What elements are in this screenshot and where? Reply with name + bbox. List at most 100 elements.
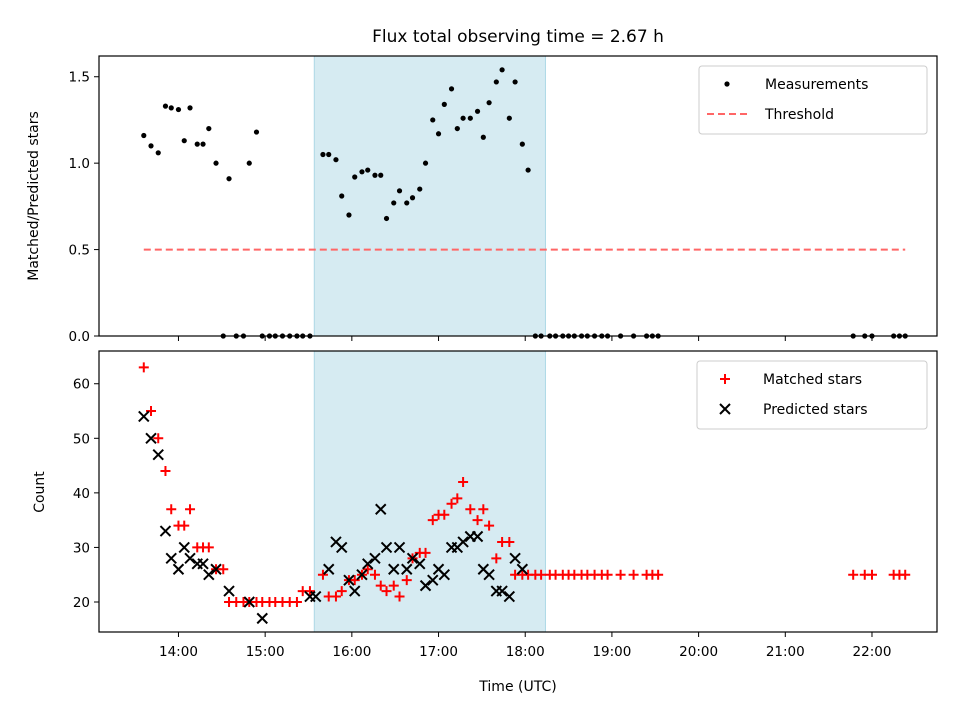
top-series-measurements-point-35: [378, 172, 384, 178]
bottom-series-matched-stars-point-53: [491, 553, 502, 564]
bottom-series-predicted-stars-point-19: [336, 541, 348, 554]
top-panel: 0.0 0.5 1.0 1.5 Measurements Threshold: [69, 55, 938, 345]
bottom-series-predicted-stars-point-1: [145, 432, 157, 445]
top-series-measurements-point-52: [486, 100, 492, 106]
bottom-series-matched-stars-point-71: [615, 569, 626, 580]
top-series-measurements-point-49: [467, 115, 473, 121]
bottom-series-matched-stars-point-29: [336, 586, 347, 597]
bottom-series-matched-stars-point-25: [304, 586, 315, 597]
top-axes-frame: [98, 55, 938, 337]
bottom-legend-label-0: Matched stars: [763, 372, 862, 388]
top-series-measurements-point-39: [404, 200, 410, 206]
bottom-series-predicted-stars-point-47: [516, 563, 529, 575]
top-series-measurements-point-11: [213, 160, 219, 166]
top-series-measurements-point-3: [162, 103, 169, 109]
bottom-series-predicted-stars-point-32: [419, 579, 432, 592]
top-series-measurements-point-55: [506, 115, 512, 121]
bottom-series-matched-stars-point-78: [866, 569, 877, 580]
top-series-measurements-point-31: [352, 174, 358, 180]
bottom-legend-marker-0: [720, 374, 730, 384]
top-series-measurements-point-28: [333, 157, 339, 163]
top-ytick-label-2: 1.0: [69, 156, 90, 172]
bottom-series-predicted-stars-point-27: [388, 563, 400, 575]
bottom-series-predicted-stars-point-25: [375, 503, 387, 515]
bottom-axes-frame: [98, 350, 938, 633]
bottom-series-matched-stars-point-31: [349, 575, 360, 586]
bottom-series-matched-stars-point-23: [291, 596, 302, 607]
top-series-measurements-point-30: [346, 212, 352, 218]
bottom-series-matched-stars-point-6: [179, 520, 190, 531]
top-legend-marker-0: [724, 81, 730, 87]
bottom-series-predicted-stars-point-5: [172, 563, 185, 575]
top-series-measurements-point-36: [383, 215, 390, 222]
bottom-series-matched-stars-point-7: [185, 504, 196, 515]
top-series-measurements-point-56: [512, 79, 518, 85]
top-series-measurements-point-27: [326, 151, 332, 158]
bottom-series-predicted-stars-point-38: [457, 536, 469, 548]
bottom-ytick-label-3: 50: [73, 431, 90, 447]
bottom-series-matched-stars-point-33: [362, 564, 373, 575]
bottom-series-matched-stars-point-35: [375, 580, 386, 591]
bottom-series-predicted-stars-point-42: [483, 569, 495, 581]
bottom-series-matched-stars-point-81: [900, 569, 911, 580]
top-series-measurements-point-29: [339, 193, 345, 199]
top-ytick-label-3: 1.5: [69, 70, 90, 86]
bottom-series-matched-stars-point-4: [166, 504, 177, 515]
bottom-series-predicted-stars-point-2: [152, 448, 164, 461]
top-series-measurements-point-58: [525, 167, 531, 173]
top-series-measurements-point-33: [365, 167, 371, 173]
top-y-axis-label: Matched/Predicted stars: [26, 111, 42, 281]
bottom-series-matched-stars-point-50: [472, 515, 483, 526]
bottom-xtick-label-8: 22:00: [853, 644, 892, 660]
top-series-measurements-point-17: [253, 129, 260, 135]
top-series-measurements-point-10: [206, 125, 212, 132]
bottom-series-matched-stars-point-10: [203, 542, 214, 553]
bottom-series-predicted-stars-point-21: [349, 585, 361, 597]
top-series-measurements-point-50: [474, 108, 481, 114]
top-series-measurements-point-8: [194, 141, 200, 147]
bottom-series-predicted-stars-point-6: [178, 541, 190, 554]
bottom-series-predicted-stars-point-7: [184, 552, 196, 565]
bottom-series-matched-stars-point-28: [330, 591, 341, 602]
top-series-measurements-point-1: [148, 143, 154, 149]
bottom-series-predicted-stars-point-45: [503, 590, 516, 603]
bottom-series-matched-stars-point-49: [465, 504, 476, 515]
bottom-series-predicted-stars-point-40: [471, 530, 484, 543]
chart-title: Flux total observing time = 2.67 h: [372, 27, 664, 47]
bottom-series-predicted-stars-point-28: [393, 541, 406, 554]
bottom-series-matched-stars-point-60: [536, 569, 547, 580]
bottom-series-matched-stars-point-37: [388, 580, 399, 591]
top-series-measurements-point-47: [454, 125, 460, 132]
top-series-measurements-point-40: [409, 195, 416, 201]
bottom-series-matched-stars-point-75: [653, 569, 664, 580]
top-series-measurements-point-43: [430, 117, 436, 123]
bottom-ytick-label-1: 30: [73, 540, 90, 556]
bottom-series-predicted-stars-point-0: [138, 410, 150, 423]
bottom-series-predicted-stars-point-29: [401, 563, 413, 575]
bottom-series-predicted-stars-point-10: [203, 569, 215, 581]
x-axis-label: Time (UTC): [478, 679, 556, 695]
bottom-series-predicted-stars-point-44: [496, 585, 508, 597]
bottom-series-matched-stars-point-1: [146, 406, 157, 417]
bottom-legend-box: [696, 360, 928, 430]
top-series-measurements-point-37: [391, 200, 397, 206]
bottom-legend-label-1: Predicted stars: [763, 402, 868, 418]
bottom-series-predicted-stars-point-24: [369, 552, 381, 565]
bottom-legend-marker-1: [719, 403, 731, 415]
bottom-series-predicted-stars-point-23: [362, 558, 374, 570]
top-series-measurements-point-38: [396, 188, 403, 194]
bottom-xtick-label-4: 18:00: [506, 644, 545, 660]
top-series-measurements-point-32: [359, 169, 365, 175]
bottom-series-predicted-stars-point-17: [323, 563, 335, 575]
bottom-series-matched-stars-point-76: [848, 569, 859, 580]
top-series-measurements-point-13: [226, 176, 232, 182]
bottom-series-matched-stars-point-34: [369, 569, 380, 580]
bottom-y-axis-label: Count: [32, 471, 48, 513]
bottom-xtick-label-6: 20:00: [679, 644, 718, 660]
top-series-measurements-point-34: [372, 172, 378, 178]
top-series-measurements-point-7: [187, 105, 193, 111]
top-series-measurements-point-4: [168, 105, 174, 111]
bottom-xtick-label-1: 15:00: [246, 644, 285, 660]
top-series-measurements-point-48: [460, 115, 466, 121]
top-legend-label-0: Measurements: [765, 77, 868, 93]
